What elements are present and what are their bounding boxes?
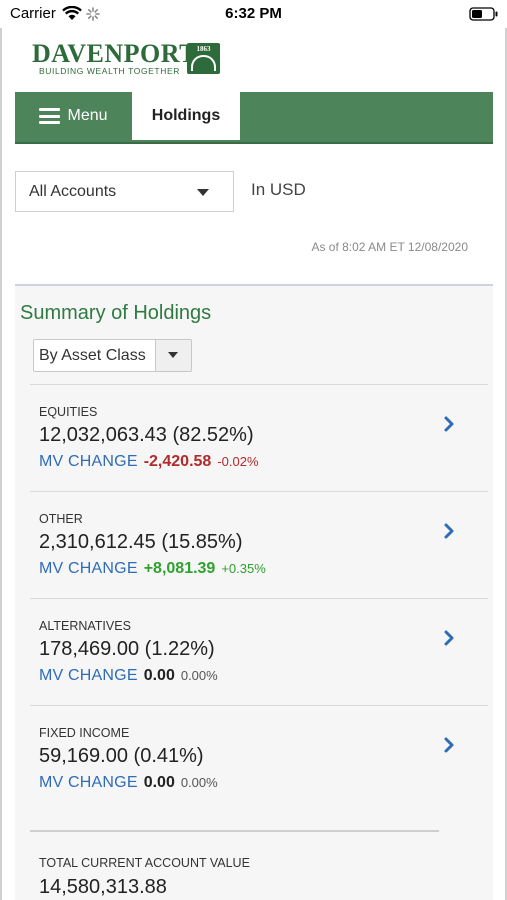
holding-label: ALTERNATIVES — [39, 619, 131, 633]
total-value: 14,580,313.88 — [39, 876, 167, 898]
holding-value: 12,032,063.43 (82.52%) — [39, 424, 254, 446]
holding-label: OTHER — [39, 512, 83, 526]
mv-change-percent: 0.00% — [180, 668, 218, 683]
hamburger-icon — [39, 108, 61, 124]
mv-change-label: MV CHANGE — [39, 774, 138, 791]
mv-change-percent: 0.00% — [180, 775, 218, 790]
caret-down-icon — [168, 352, 178, 358]
mv-change-amount: +8,081.39 — [143, 560, 216, 577]
currency-label: In USD — [251, 180, 306, 199]
holding-label: EQUITIES — [39, 405, 98, 419]
holding-row-alternatives[interactable]: ALTERNATIVES 178,469.00 (1.22%) MV CHANG… — [30, 598, 488, 705]
holdings-list: EQUITIES 12,032,063.43 (82.52%) MV CHANG… — [15, 384, 493, 812]
mv-change-label: MV CHANGE — [39, 560, 138, 577]
holding-value: 2,310,612.45 (15.85%) — [39, 531, 243, 553]
holding-row-equities[interactable]: EQUITIES 12,032,063.43 (82.52%) MV CHANG… — [30, 384, 488, 491]
chevron-right-icon[interactable] — [440, 736, 458, 754]
chevron-right-icon[interactable] — [440, 629, 458, 647]
mv-change-label: MV CHANGE — [39, 453, 138, 470]
total-divider — [30, 830, 439, 832]
nav-bar: Menu Holdings — [15, 92, 493, 144]
mv-change-amount: 0.00 — [143, 667, 175, 684]
status-bar: Carrier 6:32 PM — [0, 0, 507, 28]
holding-value: 178,469.00 (1.22%) — [39, 638, 215, 660]
clock-time: 6:32 PM — [225, 5, 282, 22]
mv-change-amount: 0.00 — [143, 774, 175, 791]
logo-tagline: BUILDING WEALTH TOGETHER — [39, 66, 180, 76]
mv-change-percent: -0.02% — [217, 454, 259, 469]
logo-badge-year: 1863 — [196, 45, 211, 53]
bridge-icon — [191, 55, 216, 71]
holding-row-other[interactable]: OTHER 2,310,612.45 (15.85%) MV CHANGE +8,… — [30, 491, 488, 598]
wifi-icon — [62, 5, 82, 26]
mv-change: MV CHANGE 0.00 0.00% — [39, 667, 218, 685]
summary-title: Summary of Holdings — [20, 302, 212, 324]
mv-change: MV CHANGE 0.00 0.00% — [39, 774, 218, 792]
logo-badge: 1863 — [187, 43, 220, 74]
mv-change-label: MV CHANGE — [39, 667, 138, 684]
holding-value: 59,169.00 (0.41%) — [39, 745, 204, 767]
menu-button[interactable]: Menu — [15, 92, 132, 140]
account-dropdown[interactable]: All Accounts — [15, 171, 234, 212]
total-label: TOTAL CURRENT ACCOUNT VALUE — [39, 856, 250, 870]
holding-row-fixed-income[interactable]: FIXED INCOME 59,169.00 (0.41%) MV CHANGE… — [30, 705, 488, 812]
logo-wordmark: DAVENPORT — [32, 39, 197, 68]
holding-label: FIXED INCOME — [39, 726, 130, 740]
tab-holdings[interactable]: Holdings — [132, 92, 240, 140]
battery-icon — [469, 7, 499, 26]
summary-panel: Summary of Holdings By Asset Class EQUIT… — [15, 284, 493, 900]
mv-change: MV CHANGE +8,081.39 +0.35% — [39, 560, 266, 578]
page-frame — [0, 28, 507, 900]
carrier-label: Carrier — [10, 5, 56, 22]
account-dropdown-value: All Accounts — [29, 183, 117, 200]
as-of-timestamp: As of 8:02 AM ET 12/08/2020 — [311, 240, 468, 254]
mv-change-percent: +0.35% — [221, 561, 266, 576]
mv-change-amount: -2,420.58 — [143, 453, 212, 470]
grouping-dropdown[interactable]: By Asset Class — [33, 339, 192, 372]
mv-change: MV CHANGE -2,420.58 -0.02% — [39, 453, 259, 471]
chevron-right-icon[interactable] — [440, 522, 458, 540]
caret-down-icon — [197, 189, 209, 196]
grouping-dropdown-value: By Asset Class — [39, 347, 146, 364]
chevron-right-icon[interactable] — [440, 415, 458, 433]
grouping-dropdown-toggle[interactable] — [155, 339, 192, 372]
menu-label: Menu — [67, 107, 108, 124]
activity-spinner-icon — [86, 7, 100, 26]
davenport-logo: DAVENPORT BUILDING WEALTH TOGETHER 1863 — [32, 39, 232, 77]
